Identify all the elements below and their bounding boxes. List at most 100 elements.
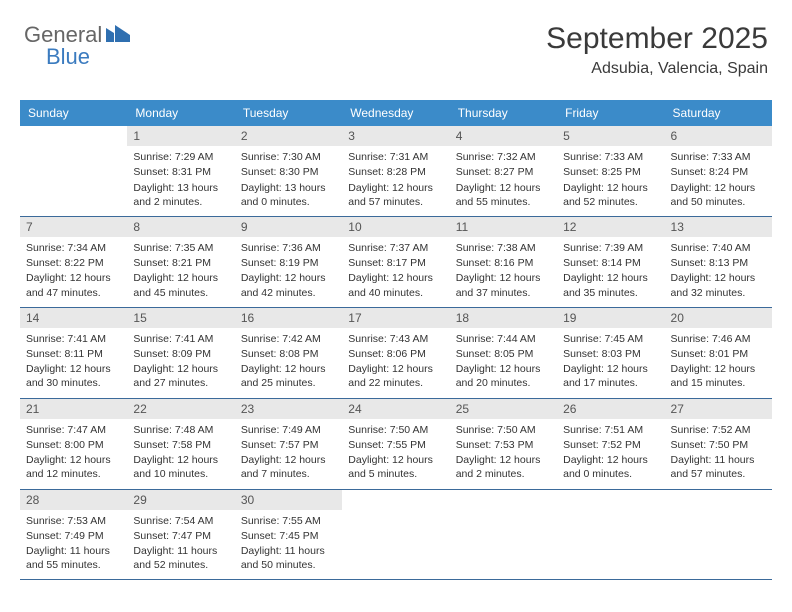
sunset-text: Sunset: 7:45 PM	[241, 529, 336, 543]
daylight-text: Daylight: 12 hours and 32 minutes.	[671, 271, 766, 299]
sunset-text: Sunset: 8:01 PM	[671, 347, 766, 361]
day-number: 4	[450, 126, 557, 146]
daylight-text: Daylight: 11 hours and 50 minutes.	[241, 544, 336, 572]
sunrise-text: Sunrise: 7:47 AM	[26, 423, 121, 437]
day-number: 7	[20, 217, 127, 237]
sunrise-text: Sunrise: 7:36 AM	[241, 241, 336, 255]
sunrise-text: Sunrise: 7:48 AM	[133, 423, 228, 437]
daylight-text: Daylight: 12 hours and 50 minutes.	[671, 181, 766, 209]
sunset-text: Sunset: 7:47 PM	[133, 529, 228, 543]
daylight-text: Daylight: 12 hours and 0 minutes.	[563, 453, 658, 481]
day-number: 18	[450, 308, 557, 328]
sunrise-text: Sunrise: 7:51 AM	[563, 423, 658, 437]
sunrise-text: Sunrise: 7:34 AM	[26, 241, 121, 255]
sunrise-text: Sunrise: 7:35 AM	[133, 241, 228, 255]
sunset-text: Sunset: 7:58 PM	[133, 438, 228, 452]
sunset-text: Sunset: 8:11 PM	[26, 347, 121, 361]
day-number: 23	[235, 399, 342, 419]
day-cell: 9Sunrise: 7:36 AMSunset: 8:19 PMDaylight…	[235, 217, 342, 307]
daylight-text: Daylight: 11 hours and 57 minutes.	[671, 453, 766, 481]
day-cell	[665, 490, 772, 580]
sunrise-text: Sunrise: 7:53 AM	[26, 514, 121, 528]
day-cell: 19Sunrise: 7:45 AMSunset: 8:03 PMDayligh…	[557, 308, 664, 398]
sunset-text: Sunset: 8:05 PM	[456, 347, 551, 361]
sunset-text: Sunset: 8:22 PM	[26, 256, 121, 270]
week-row: 21Sunrise: 7:47 AMSunset: 8:00 PMDayligh…	[20, 399, 772, 490]
sunrise-text: Sunrise: 7:46 AM	[671, 332, 766, 346]
sunrise-text: Sunrise: 7:40 AM	[671, 241, 766, 255]
header-right: September 2025 Adsubia, Valencia, Spain	[546, 22, 768, 78]
sunset-text: Sunset: 8:24 PM	[671, 165, 766, 179]
sunrise-text: Sunrise: 7:50 AM	[348, 423, 443, 437]
daylight-text: Daylight: 12 hours and 25 minutes.	[241, 362, 336, 390]
day-number: 8	[127, 217, 234, 237]
day-cell: 20 Sunrise: 7:46 AMSunset: 8:01 PMDayligh…	[665, 308, 772, 398]
day-cell: 26Sunrise: 7:51 AMSunset: 7:52 PMDayligh…	[557, 399, 664, 489]
day-cell: 28Sunrise: 7:53 AMSunset: 7:49 PMDayligh…	[20, 490, 127, 580]
day-number: 11	[450, 217, 557, 237]
day-cell: 27Sunrise: 7:52 AMSunset: 7:50 PMDayligh…	[665, 399, 772, 489]
day-cell: 18 Sunrise: 7:44 AMSunset: 8:05 PMDayligh…	[450, 308, 557, 398]
day-number: 13	[665, 217, 772, 237]
day-number: 30	[235, 490, 342, 510]
daylight-text: Daylight: 12 hours and 5 minutes.	[348, 453, 443, 481]
day-number: 2	[235, 126, 342, 146]
day-cell: 1Sunrise: 7:29 AMSunset: 8:31 PMDaylight…	[127, 126, 234, 216]
sunrise-text: Sunrise: 7:52 AM	[671, 423, 766, 437]
day-number: 29	[127, 490, 234, 510]
sunrise-text: Sunrise: 7:43 AM	[348, 332, 443, 346]
day-header-cell: Wednesday	[342, 100, 449, 126]
day-cell: 8Sunrise: 7:35 AMSunset: 8:21 PMDaylight…	[127, 217, 234, 307]
day-number: 12	[557, 217, 664, 237]
sunset-text: Sunset: 7:50 PM	[671, 438, 766, 452]
sunrise-text: Sunrise: 7:32 AM	[456, 150, 551, 164]
day-cell: 16Sunrise: 7:42 AMSunset: 8:08 PMDayligh…	[235, 308, 342, 398]
sunrise-text: Sunrise: 7:33 AM	[563, 150, 658, 164]
day-cell: 29Sunrise: 7:54 AMSunset: 7:47 PMDayligh…	[127, 490, 234, 580]
daylight-text: Daylight: 12 hours and 35 minutes.	[563, 271, 658, 299]
sunset-text: Sunset: 8:19 PM	[241, 256, 336, 270]
sunrise-text: Sunrise: 7:38 AM	[456, 241, 551, 255]
sunset-text: Sunset: 7:53 PM	[456, 438, 551, 452]
daylight-text: Daylight: 12 hours and 30 minutes.	[26, 362, 121, 390]
day-number: 1	[127, 126, 234, 146]
sunset-text: Sunset: 8:28 PM	[348, 165, 443, 179]
day-number: 9	[235, 217, 342, 237]
sunrise-text: Sunrise: 7:44 AM	[456, 332, 551, 346]
day-number: 3	[342, 126, 449, 146]
day-header-cell: Tuesday	[235, 100, 342, 126]
day-number: 26	[557, 399, 664, 419]
day-number: 20	[665, 308, 772, 328]
day-header-cell: Saturday	[665, 100, 772, 126]
day-number: 24	[342, 399, 449, 419]
sunset-text: Sunset: 8:17 PM	[348, 256, 443, 270]
day-number: 10	[342, 217, 449, 237]
sunset-text: Sunset: 8:31 PM	[133, 165, 228, 179]
day-header-row: SundayMondayTuesdayWednesdayThursdayFrid…	[20, 100, 772, 126]
day-cell: 10Sunrise: 7:37 AMSunset: 8:17 PMDayligh…	[342, 217, 449, 307]
week-row: 1Sunrise: 7:29 AMSunset: 8:31 PMDaylight…	[20, 126, 772, 217]
sunrise-text: Sunrise: 7:42 AM	[241, 332, 336, 346]
sunrise-text: Sunrise: 7:37 AM	[348, 241, 443, 255]
day-cell	[557, 490, 664, 580]
day-number: 28	[20, 490, 127, 510]
day-cell: 22Sunrise: 7:48 AMSunset: 7:58 PMDayligh…	[127, 399, 234, 489]
daylight-text: Daylight: 13 hours and 2 minutes.	[133, 181, 228, 209]
sunset-text: Sunset: 8:00 PM	[26, 438, 121, 452]
day-number: 17	[342, 308, 449, 328]
sunset-text: Sunset: 8:14 PM	[563, 256, 658, 270]
day-header-cell: Friday	[557, 100, 664, 126]
day-number: 5	[557, 126, 664, 146]
daylight-text: Daylight: 12 hours and 37 minutes.	[456, 271, 551, 299]
day-header-cell: Monday	[127, 100, 234, 126]
sunrise-text: Sunrise: 7:41 AM	[133, 332, 228, 346]
daylight-text: Daylight: 12 hours and 15 minutes.	[671, 362, 766, 390]
logo-text-blue: Blue	[46, 44, 90, 70]
daylight-text: Daylight: 12 hours and 20 minutes.	[456, 362, 551, 390]
daylight-text: Daylight: 12 hours and 27 minutes.	[133, 362, 228, 390]
sunset-text: Sunset: 7:49 PM	[26, 529, 121, 543]
daylight-text: Daylight: 12 hours and 17 minutes.	[563, 362, 658, 390]
daylight-text: Daylight: 12 hours and 10 minutes.	[133, 453, 228, 481]
day-header-cell: Sunday	[20, 100, 127, 126]
week-row: 28 Sunrise: 7:53 AMSunset: 7:49 PM Dayligh…	[20, 490, 772, 581]
